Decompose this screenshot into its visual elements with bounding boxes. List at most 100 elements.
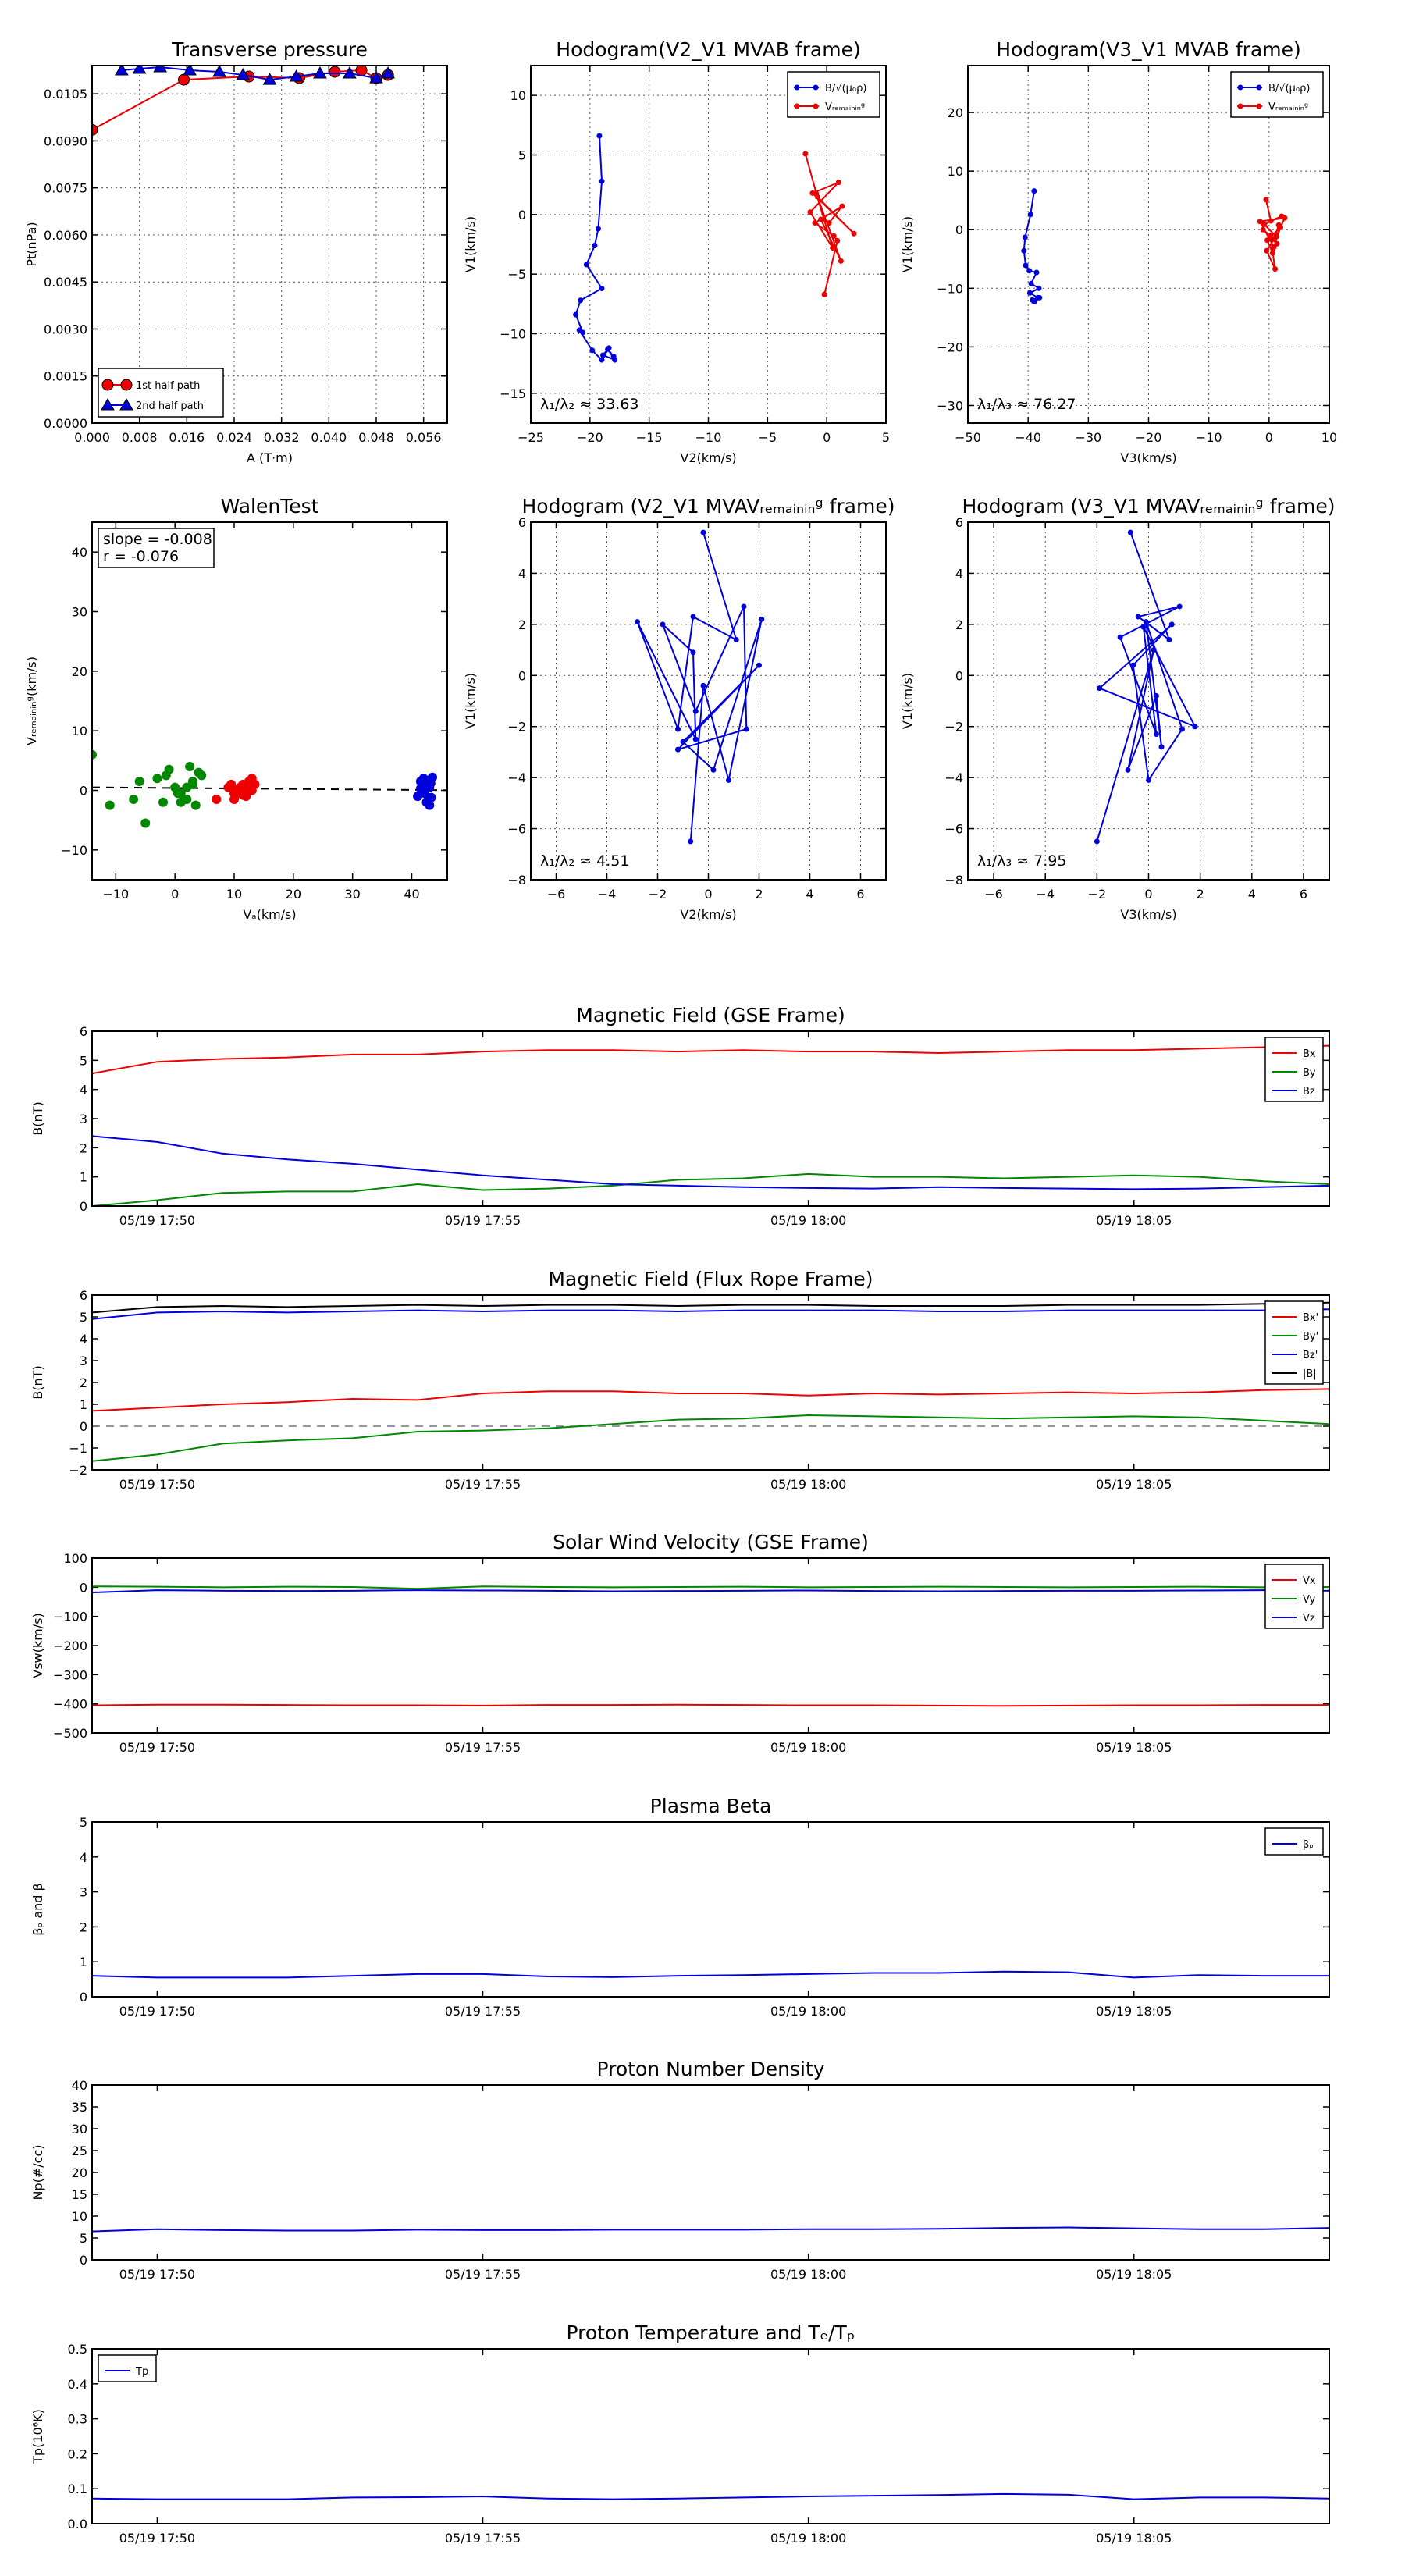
data-point — [660, 621, 666, 628]
y-tick-label: 2 — [80, 1140, 87, 1155]
data-point — [688, 838, 694, 845]
y-tick-label: 40 — [72, 545, 87, 560]
legend-marker — [794, 84, 800, 91]
plot-frame — [91, 2084, 1330, 2261]
data-point — [838, 258, 844, 264]
y-tick-label: 20 — [72, 664, 87, 679]
scatter-point — [226, 779, 237, 789]
y-tick-label: −6 — [507, 822, 526, 837]
y-tick-label: 30 — [72, 605, 87, 620]
legend-label: Bx' — [1303, 1312, 1318, 1324]
y-tick-label: 10 — [72, 724, 87, 738]
y-tick-label: 3 — [80, 1112, 87, 1126]
data-point — [675, 746, 681, 753]
data-point — [1028, 280, 1034, 286]
chart-title: WalenTest — [221, 495, 319, 518]
h3-chart: Hodogram (V2_V1 MVAVᵣₑₘₐᵢₙᵢₙᵍ frame) −8 −6… — [463, 495, 895, 922]
data-point — [1269, 250, 1275, 256]
data-point — [583, 262, 589, 268]
y-tick-label: −20 — [937, 340, 963, 354]
y-tick-label: 20 — [72, 2165, 87, 2180]
data-point — [826, 220, 832, 226]
h4-chart: Hodogram (V3_V1 MVAVᵣₑₘₐᵢₙᵢₙᵍ frame) −8 −6… — [900, 495, 1336, 922]
y-tick-label: 0.0030 — [44, 322, 87, 336]
x-tick-label: 05/19 17:50 — [119, 2531, 195, 2546]
data-point — [830, 245, 836, 251]
y-tick-label: 0 — [80, 1580, 87, 1595]
data-point — [692, 708, 699, 714]
x-tick-label: 0 — [1144, 887, 1152, 902]
h2-chart: Hodogram(V3_V1 MVAB frame) −30 −20 −10 0 10 20… — [900, 38, 1337, 465]
y-tick-label: 6 — [518, 515, 526, 530]
y-axis-label: B(nT) — [30, 1365, 45, 1399]
legend-box — [98, 368, 224, 418]
legend-label: 2nd half path — [136, 400, 204, 412]
annotation-box — [98, 528, 215, 568]
y-tick-label: 10 — [948, 164, 963, 179]
data-point — [1026, 268, 1033, 274]
data-point — [1268, 218, 1274, 224]
scatter-point — [158, 797, 168, 807]
x-tick-label: 0 — [1265, 430, 1273, 445]
legend: Bx' By' Bz' |B| — [1264, 1300, 1324, 1385]
y-tick-label: 5 — [518, 148, 526, 163]
x-tick-label: 05/19 18:00 — [770, 1740, 846, 1755]
y-tick-label: −2 — [944, 720, 963, 735]
fit-line — [92, 786, 447, 792]
scatter-point — [415, 784, 425, 794]
legend-marker — [794, 103, 800, 109]
data-point — [741, 603, 747, 610]
y-tick-label: 2 — [80, 1920, 87, 1934]
y-axis-label: V1(km/s) — [463, 216, 478, 272]
scatter-point — [247, 774, 257, 784]
y-tick-label: −2 — [507, 720, 526, 735]
y-tick-label: 6 — [80, 1024, 87, 1039]
data-point — [1168, 621, 1175, 628]
data-point — [1127, 529, 1133, 535]
chart-title: Proton Temperature and Tₑ/Tₚ — [567, 2322, 855, 2344]
data-point — [710, 767, 717, 773]
legend-label: Vz — [1303, 1613, 1315, 1624]
tp-chart: Transverse pressure 0.0000 0.0015 0.0030 0.0… — [24, 38, 448, 465]
plot-frame — [91, 1294, 1330, 1471]
x-tick-label: 30 — [344, 887, 360, 902]
y-tick-label: −300 — [53, 1667, 87, 1682]
data-point — [1117, 634, 1123, 640]
x-tick-label: 05/19 17:55 — [445, 2267, 521, 2282]
series-line-Bx — [92, 1044, 1329, 1075]
legend-label: By' — [1303, 1331, 1318, 1343]
legend-box — [1264, 1827, 1324, 1856]
y-axis-label: V1(km/s) — [463, 673, 478, 729]
legend-label: Bx — [1303, 1048, 1316, 1060]
series-line-Vᵣₑₘₐᵢₙᵢₙᵍ — [1258, 199, 1286, 269]
x-tick-label: 0 — [704, 887, 712, 902]
mf_gse-chart: Magnetic Field (GSE Frame) 0 1 2 3 4 5 6 05/19 1… — [30, 1004, 1330, 1228]
series-line-By' — [92, 1414, 1329, 1462]
x-tick-label: 05/19 17:55 — [445, 2004, 521, 2019]
y-tick-label: 1 — [80, 1955, 87, 1969]
legend-label: Vy — [1303, 1594, 1316, 1606]
y-tick-label: −10 — [61, 843, 87, 858]
plot-frame — [530, 521, 887, 881]
data-point — [1166, 636, 1172, 642]
x-axis-label: Vₐ(km/s) — [243, 907, 296, 922]
series-line-Bx' — [92, 1388, 1329, 1412]
x-tick-label: 40 — [404, 887, 419, 902]
annotation-text: slope = -0.008 — [103, 531, 212, 548]
legend-label: Tp — [135, 2366, 148, 2378]
x-tick-label: 05/19 17:50 — [119, 2004, 195, 2019]
data-point — [834, 237, 841, 244]
series-line-Np — [92, 2226, 1329, 2233]
x-tick-label: 2 — [755, 887, 763, 902]
y-tick-label: −200 — [53, 1638, 87, 1653]
x-axis-label: V3(km/s) — [1120, 450, 1176, 465]
y-tick-label: 6 — [80, 1288, 87, 1303]
x-tick-label: 05/19 18:00 — [770, 2531, 846, 2546]
chart-title: Hodogram(V3_V1 MVAB frame) — [996, 38, 1300, 61]
scatter-point — [152, 774, 162, 784]
data-point — [1151, 647, 1157, 653]
y-tick-label: 0.1 — [68, 2482, 87, 2496]
legend-label: Bz — [1303, 1086, 1315, 1098]
x-axis-label: V2(km/s) — [680, 907, 736, 922]
data-point — [812, 220, 818, 226]
